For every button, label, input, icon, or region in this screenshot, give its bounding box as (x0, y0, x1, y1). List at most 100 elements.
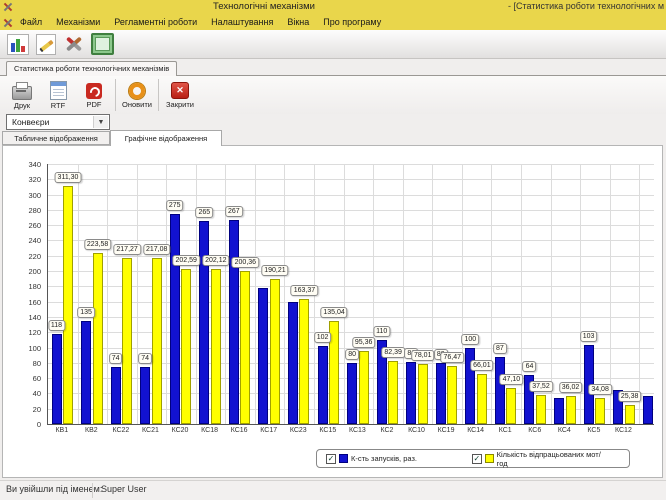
y-tick-label: 220 (28, 251, 41, 261)
chart-bar (524, 375, 535, 424)
y-tick-label: 100 (28, 343, 41, 353)
x-tick-label: КС5 (587, 427, 601, 434)
x-tick-label: КС6 (528, 427, 542, 434)
chart-bar (406, 362, 417, 424)
y-tick-label: 300 (28, 190, 41, 200)
legend-item-launches: К-сть запусків, раз. (317, 453, 463, 464)
document-tab[interactable]: Статистика роботи технологічних механізм… (6, 61, 178, 76)
value-label: 80 (433, 348, 448, 360)
menu-item-1[interactable]: Файл (20, 17, 43, 27)
chart-bar (151, 258, 162, 424)
x-tick-label: КС12 (615, 427, 632, 434)
chart-bar (228, 219, 239, 424)
form-icon (90, 33, 114, 55)
printer-icon (12, 81, 32, 100)
menu-item-2[interactable]: Механізми (56, 17, 101, 27)
x-tick-label: КС10 (408, 427, 425, 434)
pdf-button[interactable]: PDF (76, 76, 112, 114)
value-label: 267 (225, 205, 243, 217)
y-tick-label: 140 (28, 312, 41, 322)
chart-bar (465, 347, 476, 424)
chart-bar (240, 270, 251, 424)
edit-button[interactable] (34, 32, 58, 56)
chart-bar (494, 357, 505, 424)
закрити-button[interactable]: Закрити (162, 76, 198, 114)
gridline-v (461, 164, 463, 424)
x-tick-label: КС17 (260, 427, 278, 434)
mechanism-type-value: Конвеєри (12, 117, 50, 127)
x-axis: КВ1 КВ2 КС22 КС21 КС20 КС18 КС16 КС17 КС23 КС15 КС… (47, 427, 653, 439)
value-label: 76,47 (440, 351, 465, 363)
chart-bar (347, 362, 358, 424)
x-tick-label: КС20 (171, 427, 189, 434)
report-toolbar: Друк RTF PDF Оновити Закрити (0, 75, 666, 114)
gridline-h (48, 271, 654, 273)
chart-bar (122, 257, 133, 424)
chart-button[interactable] (6, 32, 30, 56)
chart-bar (376, 339, 387, 424)
chart-bar (169, 213, 180, 424)
legend-checkbox-motohours[interactable] (472, 453, 482, 464)
gridline-v (402, 164, 404, 424)
gridline-v (195, 164, 197, 424)
form-button[interactable] (90, 32, 114, 56)
rtf-icon (49, 80, 67, 100)
y-tick-label: 180 (28, 282, 41, 292)
active-document-title: - [Статистика роботи технологічних м (508, 1, 665, 11)
x-tick-label: КВ2 (85, 427, 98, 434)
menu-item-4[interactable]: Налаштування (211, 17, 274, 27)
chart-bar (317, 346, 328, 424)
gridline-v (520, 164, 522, 424)
mechanism-type-select[interactable]: Конвеєри ▼ (6, 114, 110, 130)
chart-bar (642, 395, 653, 424)
оновити-button[interactable]: Оновити (119, 76, 155, 114)
gridline-v (284, 164, 286, 424)
gridline-h (48, 332, 654, 334)
status-bar: Ви увійшли під іменем: Super User (0, 480, 666, 500)
gridline-v (491, 164, 493, 424)
bar-chart: 118 311,30 135 223,58 74 217,27 74 217,08 275 202… (47, 164, 654, 425)
chart-bar (287, 301, 298, 424)
x-tick-label: КС23 (289, 427, 307, 434)
chart-bar (583, 345, 594, 424)
tab-graph-view[interactable]: Графічне відображення (110, 130, 222, 146)
x-tick-label: КС13 (348, 427, 366, 434)
gridline-v (136, 164, 138, 424)
x-tick-label: КС14 (467, 427, 485, 434)
menu-item-6[interactable]: Про програму (323, 17, 382, 27)
x-tick-label: КС19 (437, 427, 455, 434)
x-tick-label: КВ1 (55, 427, 69, 434)
tab-table-view[interactable]: Табличне відображення (2, 131, 110, 145)
toolbar-button-label: Оновити (122, 99, 152, 109)
chart-legend: К-сть запусків, раз. Кількість відпрацьо… (316, 449, 630, 468)
y-tick-label: 160 (28, 297, 41, 307)
y-tick-label: 240 (28, 236, 41, 246)
gridline-v (254, 164, 256, 424)
chart-bar (417, 364, 428, 424)
gridline-v (225, 164, 227, 424)
gridline-h (48, 316, 654, 318)
menu-bar: Файл Механізми Регламентні роботи Налаштува… (0, 15, 666, 30)
legend-label-launches: К-сть запусків, раз. (351, 454, 418, 463)
chart-bar (613, 390, 624, 424)
y-axis: 0 20 40 60 80 100 120 140 160 180 200 220 240 260 280 3… (3, 160, 43, 429)
menu-item-5[interactable]: Вікна (287, 17, 310, 27)
chart-bar (535, 395, 546, 424)
chart-bar (358, 351, 369, 424)
y-tick-label: 120 (28, 328, 41, 338)
chart-bar (595, 397, 606, 424)
chevron-down-icon[interactable]: ▼ (93, 116, 108, 128)
chart-bar (476, 373, 487, 424)
legend-checkbox-launches[interactable] (326, 453, 336, 464)
legend-swatch-yellow (484, 454, 494, 463)
tools-button[interactable] (62, 32, 86, 56)
y-tick-label: 340 (28, 160, 41, 169)
chart-bar (299, 299, 310, 424)
rtf-button[interactable]: RTF (40, 76, 76, 114)
window-title: Технологічні механізми (213, 1, 315, 12)
друк-button[interactable]: Друк (4, 76, 40, 114)
y-tick-label: 320 (28, 175, 41, 185)
menu-item-3[interactable]: Регламентні роботи (114, 17, 198, 27)
chart-bar (81, 320, 92, 424)
chart-bar (269, 278, 280, 424)
